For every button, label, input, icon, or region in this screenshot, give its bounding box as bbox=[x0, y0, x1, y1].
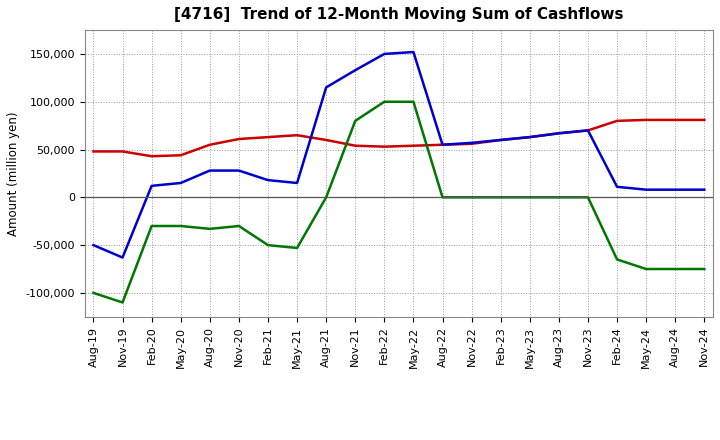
Operating Cashflow bbox=[351, 143, 359, 148]
Operating Cashflow bbox=[671, 117, 680, 123]
Investing Cashflow bbox=[554, 194, 563, 200]
Investing Cashflow bbox=[642, 266, 650, 271]
Line: Investing Cashflow: Investing Cashflow bbox=[94, 102, 704, 302]
Investing Cashflow bbox=[526, 194, 534, 200]
Free Cashflow bbox=[148, 183, 156, 188]
Free Cashflow bbox=[176, 180, 185, 186]
Operating Cashflow bbox=[264, 135, 272, 140]
Investing Cashflow bbox=[467, 194, 476, 200]
Investing Cashflow bbox=[700, 266, 708, 271]
Y-axis label: Amount (million yen): Amount (million yen) bbox=[7, 111, 20, 236]
Free Cashflow bbox=[351, 68, 359, 73]
Investing Cashflow bbox=[380, 99, 389, 104]
Investing Cashflow bbox=[176, 224, 185, 229]
Investing Cashflow bbox=[613, 257, 621, 262]
Free Cashflow bbox=[205, 168, 214, 173]
Operating Cashflow bbox=[205, 142, 214, 147]
Operating Cashflow bbox=[526, 135, 534, 140]
Free Cashflow bbox=[613, 184, 621, 190]
Operating Cashflow bbox=[380, 144, 389, 149]
Free Cashflow bbox=[438, 142, 447, 147]
Free Cashflow bbox=[584, 128, 593, 133]
Free Cashflow bbox=[526, 135, 534, 140]
Operating Cashflow bbox=[467, 141, 476, 147]
Free Cashflow bbox=[554, 131, 563, 136]
Free Cashflow bbox=[671, 187, 680, 192]
Operating Cashflow bbox=[613, 118, 621, 124]
Investing Cashflow bbox=[118, 300, 127, 305]
Operating Cashflow bbox=[642, 117, 650, 123]
Investing Cashflow bbox=[205, 226, 214, 231]
Operating Cashflow bbox=[293, 132, 302, 138]
Investing Cashflow bbox=[235, 224, 243, 229]
Investing Cashflow bbox=[264, 242, 272, 248]
Free Cashflow bbox=[322, 85, 330, 90]
Operating Cashflow bbox=[322, 137, 330, 143]
Investing Cashflow bbox=[584, 194, 593, 200]
Line: Operating Cashflow: Operating Cashflow bbox=[94, 120, 704, 156]
Operating Cashflow bbox=[89, 149, 98, 154]
Operating Cashflow bbox=[176, 153, 185, 158]
Free Cashflow bbox=[118, 255, 127, 260]
Investing Cashflow bbox=[293, 246, 302, 251]
Operating Cashflow bbox=[148, 154, 156, 159]
Investing Cashflow bbox=[409, 99, 418, 104]
Free Cashflow bbox=[235, 168, 243, 173]
Free Cashflow bbox=[264, 177, 272, 183]
Operating Cashflow bbox=[438, 142, 447, 147]
Free Cashflow bbox=[380, 51, 389, 57]
Free Cashflow bbox=[293, 180, 302, 186]
Investing Cashflow bbox=[438, 194, 447, 200]
Free Cashflow bbox=[409, 49, 418, 55]
Free Cashflow bbox=[89, 242, 98, 248]
Investing Cashflow bbox=[671, 266, 680, 271]
Operating Cashflow bbox=[554, 131, 563, 136]
Title: [4716]  Trend of 12-Month Moving Sum of Cashflows: [4716] Trend of 12-Month Moving Sum of C… bbox=[174, 7, 624, 22]
Line: Free Cashflow: Free Cashflow bbox=[94, 52, 704, 257]
Investing Cashflow bbox=[322, 194, 330, 200]
Investing Cashflow bbox=[89, 290, 98, 296]
Free Cashflow bbox=[642, 187, 650, 192]
Operating Cashflow bbox=[700, 117, 708, 123]
Investing Cashflow bbox=[496, 194, 505, 200]
Operating Cashflow bbox=[235, 136, 243, 142]
Free Cashflow bbox=[467, 140, 476, 146]
Investing Cashflow bbox=[148, 224, 156, 229]
Investing Cashflow bbox=[351, 118, 359, 124]
Free Cashflow bbox=[700, 187, 708, 192]
Operating Cashflow bbox=[584, 128, 593, 133]
Operating Cashflow bbox=[496, 137, 505, 143]
Operating Cashflow bbox=[409, 143, 418, 148]
Operating Cashflow bbox=[118, 149, 127, 154]
Free Cashflow bbox=[496, 137, 505, 143]
